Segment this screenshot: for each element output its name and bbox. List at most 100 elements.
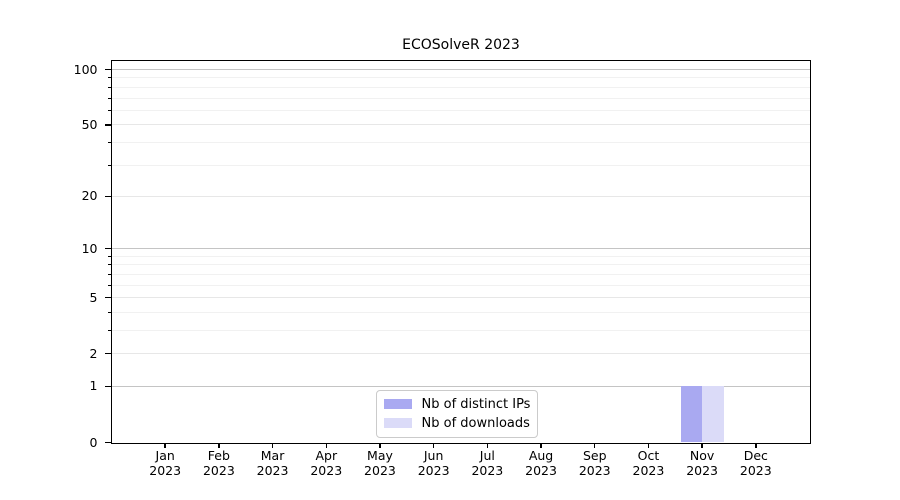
- x-tick-label-month: May: [367, 447, 393, 463]
- x-axis-tick: [701, 442, 703, 448]
- x-tick-label-month: Mar: [260, 447, 285, 463]
- x-axis-tick: [379, 442, 381, 448]
- x-tick-label-year: 2023: [256, 463, 289, 478]
- legend-swatch-downloads: [383, 418, 412, 428]
- y-tick-label: 10: [81, 240, 98, 256]
- x-tick-label-year: 2023: [525, 463, 557, 478]
- y-tick-label: 2: [89, 345, 98, 361]
- y-axis-minor-tick: [107, 311, 112, 313]
- y-axis-tick: [104, 385, 112, 388]
- y-tick-label: 100: [73, 61, 98, 77]
- legend: Nb of distinct IPs Nb of downloads: [375, 389, 539, 438]
- x-tick-label-month: Apr: [315, 447, 338, 463]
- x-tick-label-year: 2023: [686, 463, 719, 478]
- x-tick-label-year: 2023: [632, 463, 665, 478]
- y-axis-minor-tick: [107, 284, 112, 286]
- x-axis-tick: [271, 442, 274, 448]
- x-tick-label-month: Jan: [155, 447, 175, 463]
- x-axis-tick: [164, 442, 166, 448]
- x-tick-label-year: 2023: [578, 463, 611, 478]
- y-axis-minor-tick: [107, 97, 112, 99]
- gridline-minor: [111, 164, 810, 166]
- legend-label-distinct-ips: Nb of distinct IPs: [421, 396, 531, 412]
- y-axis-minor-tick: [107, 86, 112, 88]
- bar-nb-of-distinct-ips: [680, 386, 703, 443]
- gridline: [111, 248, 810, 250]
- gridline-minor: [111, 77, 810, 79]
- x-tick-label-year: 2023: [202, 463, 235, 478]
- x-tick-label-month: Dec: [743, 447, 768, 463]
- x-axis-tick: [593, 442, 596, 448]
- x-axis-tick: [486, 442, 489, 448]
- gridline-minor: [111, 86, 810, 88]
- x-axis-tick: [325, 442, 328, 448]
- y-axis-tick: [104, 68, 112, 71]
- y-axis-minor-tick: [107, 329, 112, 331]
- x-tick-label: Apr 2023: [294, 448, 358, 479]
- x-tick-label: Mar 2023: [241, 448, 305, 479]
- x-tick-label: Jul 2023: [455, 448, 519, 479]
- x-tick-label: Sep 2023: [563, 448, 627, 479]
- x-tick-label-month: Nov: [689, 447, 715, 463]
- y-axis-minor-tick: [107, 264, 112, 266]
- gridline-minor: [111, 255, 810, 257]
- x-tick-label-year: 2023: [471, 463, 504, 478]
- plot-area: 0 1 2 5 10 20 50 100 Jan 2023 Feb 2023 Mar 2023 Apr 202…: [74, 59, 811, 478]
- gridline: [111, 195, 810, 197]
- x-tick-label-year: 2023: [364, 463, 396, 478]
- x-axis-tick: [432, 442, 435, 448]
- x-tick-label: Aug 2023: [509, 448, 573, 479]
- gridline-minor: [111, 97, 810, 99]
- legend-swatch-distinct-ips: [383, 399, 412, 409]
- y-axis-tick: [104, 296, 112, 299]
- x-axis-tick: [540, 442, 542, 448]
- gridline-minor: [111, 273, 810, 275]
- x-tick-label: May 2023: [348, 448, 412, 479]
- x-tick-label-year: 2023: [149, 463, 182, 478]
- y-axis-tick: [104, 247, 112, 250]
- gridline-minor: [111, 329, 810, 331]
- gridline-minor: [111, 264, 810, 266]
- y-axis-tick: [104, 124, 112, 126]
- gridline: [111, 69, 810, 71]
- y-axis-minor-tick: [107, 77, 112, 79]
- gridline-minor: [111, 109, 810, 111]
- x-tick-label-year: 2023: [417, 463, 450, 478]
- x-tick-label: Nov 2023: [670, 448, 734, 479]
- x-tick-label-month: Jun: [423, 447, 444, 463]
- chart-title: ECOSolveR 2023: [402, 37, 520, 53]
- x-tick-label-year: 2023: [739, 463, 772, 478]
- y-tick-label: 1: [89, 378, 98, 394]
- y-tick-label: 50: [81, 116, 98, 132]
- x-tick-label-month: Oct: [637, 447, 660, 463]
- legend-item-downloads: Nb of downloads: [383, 414, 531, 433]
- x-axis-tick: [218, 442, 220, 448]
- y-axis-tick: [104, 352, 112, 355]
- x-tick-label: Jun 2023: [402, 448, 466, 479]
- gridline: [111, 353, 810, 355]
- x-tick-label-year: 2023: [310, 463, 343, 478]
- bar-nb-of-downloads: [702, 386, 724, 443]
- y-axis-tick: [104, 195, 112, 198]
- x-tick-label: Oct 2023: [616, 448, 680, 479]
- x-tick-label: Feb 2023: [187, 448, 251, 479]
- y-axis-minor-tick: [107, 141, 112, 143]
- gridline-minor: [111, 284, 810, 286]
- y-axis-minor-tick: [107, 255, 112, 257]
- gridline-minor: [111, 311, 810, 313]
- gridline: [111, 297, 810, 299]
- gridline: [111, 385, 810, 387]
- x-tick-label-month: Feb: [207, 447, 230, 463]
- x-tick-label-month: Sep: [582, 447, 607, 463]
- y-axis-minor-tick: [107, 164, 112, 166]
- y-tick-label: 0: [89, 434, 98, 450]
- gridline: [111, 124, 810, 126]
- x-tick-label-month: Aug: [528, 447, 554, 463]
- x-axis-tick: [755, 442, 757, 448]
- x-axis-tick: [647, 442, 650, 448]
- y-axis-tick: [104, 441, 112, 444]
- gridline-minor: [111, 141, 810, 143]
- y-axis-minor-tick: [107, 109, 112, 111]
- legend-label-downloads: Nb of downloads: [421, 415, 530, 431]
